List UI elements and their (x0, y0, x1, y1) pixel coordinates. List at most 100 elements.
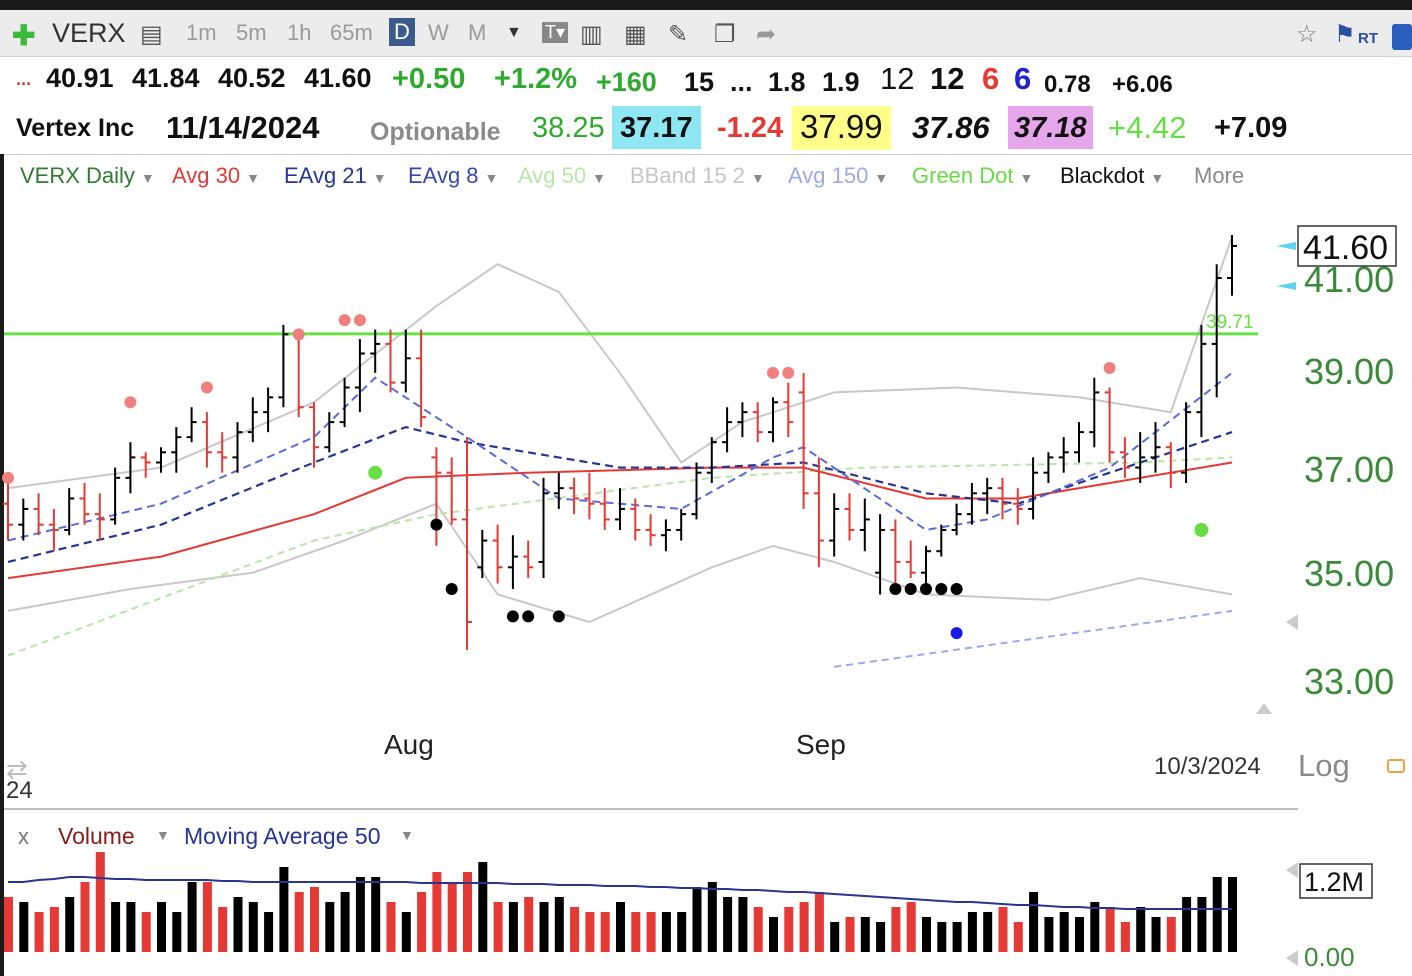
volume-scroll-arrow-icon[interactable] (1286, 862, 1298, 878)
log-scale-toggle[interactable]: Log (1298, 748, 1350, 783)
dropdown-arrow-icon[interactable]: ▼ (246, 170, 260, 186)
volume-bar (1075, 917, 1084, 952)
volume-bar (891, 907, 901, 952)
volume-bar (616, 902, 625, 952)
quote-field-ellipsis: ... (730, 67, 753, 97)
pencil-icon[interactable]: ✎ (668, 21, 689, 48)
interval-65m[interactable]: 65m (330, 20, 373, 45)
quote-field-1: +160 (596, 67, 657, 97)
ohlc-bar (752, 402, 763, 443)
lock-icon[interactable] (1387, 759, 1405, 773)
interval-1m[interactable]: 1m (186, 20, 217, 45)
black-dot-signal (552, 610, 565, 623)
interval-weekly[interactable]: W (428, 20, 449, 45)
share-arrow-icon[interactable]: ➦ (756, 21, 777, 48)
month-label-aug: Aug (384, 729, 434, 760)
legend-item-avg30[interactable]: Avg 30 ▼ (172, 163, 260, 189)
table-icon[interactable]: ▦ (624, 21, 647, 48)
quote-field-7: 6 (982, 61, 1000, 96)
dropdown-arrow-icon[interactable]: ▼ (750, 170, 765, 186)
legend-item-eavg8[interactable]: EAvg 8 ▼ (408, 163, 498, 189)
ohlc-bar (293, 329, 304, 418)
ohlc-bar (798, 372, 809, 509)
dropdown-arrow-icon[interactable]: ▼ (400, 827, 414, 843)
window-top-border (0, 0, 1412, 10)
quote-value-6: 37.18 (1008, 106, 1093, 149)
volume-bar (1182, 897, 1192, 952)
interval-daily[interactable]: D (389, 18, 415, 46)
volume-bar (1212, 877, 1222, 952)
account-button[interactable] (1392, 24, 1412, 50)
ohlc-bar (217, 432, 228, 473)
symbol-label[interactable]: VERX (52, 18, 126, 48)
volume-bar (738, 897, 748, 952)
interval-1h[interactable]: 1h (287, 20, 312, 45)
month-label-sep: Sep (796, 729, 846, 760)
add-symbol-icon[interactable]: ✚ (12, 20, 36, 51)
legend-item-bband[interactable]: BBand 15 2 ▼ (630, 163, 765, 189)
legend-item-green-dot[interactable]: Green Dot ▼ (912, 163, 1033, 189)
dropdown-arrow-icon[interactable]: ▼ (140, 170, 155, 186)
volume-bar (157, 902, 166, 952)
dropdown-arrow-icon[interactable]: ▼ (874, 170, 889, 186)
printer-icon[interactable]: ▤ (140, 21, 163, 48)
dropdown-arrow-icon[interactable]: ▼ (506, 24, 522, 41)
legend-more-link[interactable]: More (1194, 163, 1245, 188)
dropdown-arrow-icon[interactable]: ▼ (1019, 170, 1034, 186)
ohlc-bar (33, 493, 44, 536)
flag-icon[interactable]: ⚑ (1334, 21, 1356, 48)
legend-item-verx-daily[interactable]: VERX Daily ▼ (20, 163, 155, 189)
quote-change: +0.50 (392, 63, 466, 95)
dropdown-arrow-icon[interactable]: ▼ (592, 170, 606, 186)
ohlc-bar (1196, 324, 1207, 438)
black-dot-signal (950, 582, 963, 595)
ohlc-bar (660, 519, 671, 552)
volume-pane[interactable]: x Volume ▼ Moving Average 50 ▼ 1.2M 0.00 (0, 810, 1412, 976)
volume-bar (998, 907, 1008, 952)
swap-arrows-icon[interactable]: ⇄ (6, 754, 28, 784)
ohlc-bar (1227, 235, 1237, 296)
dropdown-arrow-icon[interactable]: ▼ (484, 170, 499, 186)
interval-5m[interactable]: 5m (236, 20, 267, 45)
ohlc-bar (278, 324, 289, 408)
volume-bar (95, 852, 105, 952)
legend-item-eavg21[interactable]: EAvg 21 ▼ (284, 163, 387, 189)
interval-monthly[interactable]: M (468, 20, 487, 45)
volume-bar (111, 902, 121, 952)
dropdown-arrow-icon[interactable]: ▼ (156, 827, 170, 843)
text-tool-icon[interactable]: T▾ (542, 22, 569, 43)
volume-bar (1105, 907, 1115, 952)
price-axis[interactable]: 39.00 37.00 35.00 33.00 41.00 41.60 (1256, 225, 1397, 714)
dropdown-arrow-icon[interactable]: ▼ (1150, 170, 1165, 186)
quote-value-2: 37.17 (612, 106, 701, 149)
volume-bar (769, 917, 778, 952)
volume-bar (1013, 922, 1023, 952)
legend-label: Avg 150 (788, 163, 869, 188)
star-icon[interactable]: ☆ (1296, 21, 1318, 48)
legend-item-avg50[interactable]: Avg 50 ▼ (518, 163, 606, 189)
legend-label: Avg 30 (172, 163, 241, 188)
bar-style-icon[interactable]: ▥ (580, 21, 603, 48)
ohlc-bar (829, 493, 840, 557)
rt-icon[interactable]: RT (1358, 30, 1378, 47)
volume-bar (463, 872, 472, 952)
legend-item-avg150[interactable]: Avg 150 ▼ (788, 163, 888, 189)
close-pane-button[interactable]: x (18, 824, 29, 849)
volume-bar (830, 922, 840, 952)
volume-bar (80, 882, 90, 952)
last-price-label: 41.60 (1303, 229, 1388, 267)
legend-item-blackdot[interactable]: Blackdot ▼ (1060, 163, 1164, 189)
scroll-up-arrow-icon[interactable] (1256, 703, 1272, 714)
volume-bar (677, 912, 687, 952)
volume-bar (646, 912, 656, 952)
volume-ma-label[interactable]: Moving Average 50 (184, 823, 381, 849)
copy-icon[interactable]: ❐ (714, 21, 736, 48)
scroll-left-arrow-icon[interactable] (1286, 614, 1298, 630)
volume-bar (279, 867, 289, 952)
quote-change-pct: +1.2% (494, 63, 578, 95)
volume-bar (554, 897, 564, 952)
partial-year-label: 24 (6, 777, 33, 804)
dropdown-arrow-icon[interactable]: ▼ (372, 170, 387, 186)
price-chart[interactable]: 39.71 39.00 37.00 35.00 33.00 41.00 41.6… (0, 198, 1412, 810)
volume-indicator-label[interactable]: Volume (58, 823, 135, 849)
